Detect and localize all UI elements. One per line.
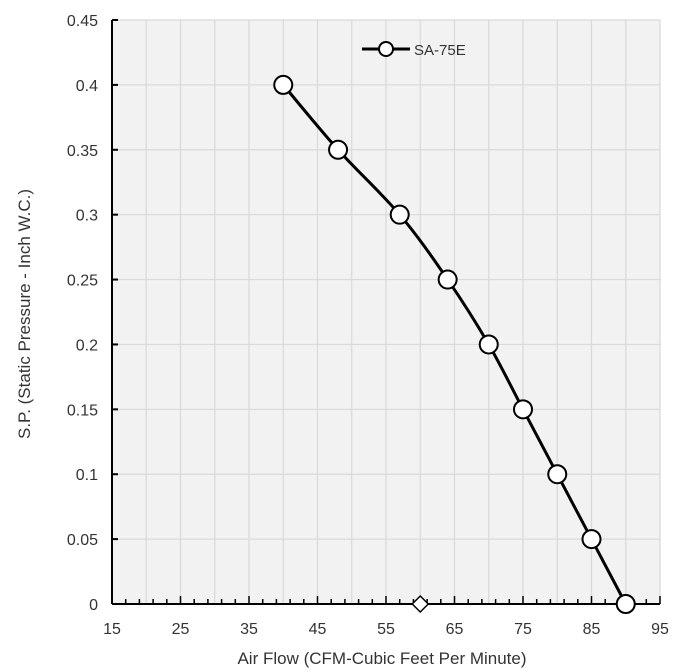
data-point [437, 269, 458, 290]
diamond-marker [411, 594, 430, 614]
x-tick-label: 35 [240, 621, 258, 638]
y-tick-label: 0.2 [76, 337, 98, 354]
y-tick-label: 0 [89, 597, 98, 614]
legend: SA-75E [362, 41, 466, 59]
data-point [273, 74, 294, 95]
x-tick-label: 55 [377, 621, 395, 638]
series-layer [273, 74, 636, 614]
data-point [547, 464, 568, 485]
x-tick-label: 95 [651, 621, 669, 638]
y-tick-label: 0.35 [67, 143, 98, 160]
axes [111, 19, 661, 605]
legend-marker [378, 41, 394, 57]
y-tick-label: 0.4 [76, 78, 98, 95]
legend-label: SA-75E [414, 42, 466, 59]
y-tick-label: 0.45 [67, 13, 98, 30]
x-axis-title: Air Flow (CFM-Cubic Feet Per Minute) [237, 649, 526, 668]
y-tick-label: 0.25 [67, 273, 98, 290]
y-axis-title: S.P. (Static Pressure - Inch W.C.) [15, 189, 34, 439]
data-point [513, 399, 533, 420]
data-point [389, 204, 410, 225]
y-tick-label: 0.3 [76, 208, 98, 225]
x-tick-label: 65 [446, 621, 464, 638]
data-point [478, 334, 499, 355]
data-point [581, 529, 602, 550]
y-tick-label: 0.05 [67, 532, 98, 549]
x-tick-label: 25 [172, 621, 190, 638]
annotation-layer [411, 594, 430, 614]
x-tick-label: 85 [583, 621, 601, 638]
data-point [328, 139, 349, 160]
x-tick-label: 15 [103, 621, 121, 638]
x-tick-label: 75 [514, 621, 532, 638]
x-tick-label: 45 [309, 621, 327, 638]
y-tick-label: 0.15 [67, 402, 98, 419]
y-tick-label: 0.1 [76, 467, 98, 484]
grid [112, 19, 661, 604]
data-point [615, 594, 636, 614]
tick-labels: 15 25 35 45 55 65 75 85 95 0 0.05 0.1 0.15 0.2 0.25 0.3… [67, 13, 669, 638]
